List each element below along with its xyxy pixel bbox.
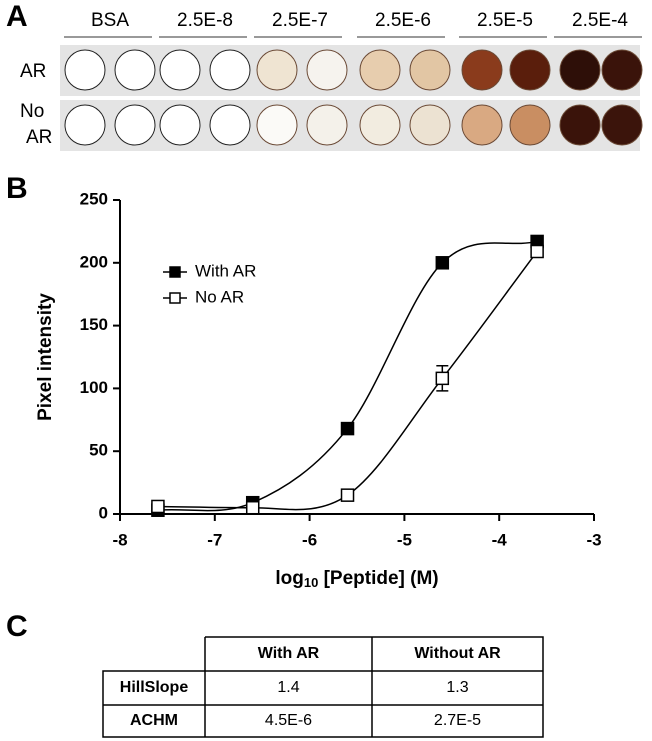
column-label: BSA (91, 10, 129, 31)
well (209, 49, 251, 91)
well (64, 104, 106, 146)
table-header: Without AR (414, 645, 501, 662)
x-axis-label-part: log (275, 568, 304, 589)
y-tick-label: 50 (89, 441, 108, 460)
well (256, 49, 298, 91)
well (461, 49, 503, 91)
x-tick-label: -5 (397, 530, 412, 549)
x-tick-label: -7 (207, 530, 222, 549)
well (209, 104, 251, 146)
well (306, 49, 348, 91)
well (601, 104, 643, 146)
well (359, 104, 401, 146)
panel-letter: B (6, 172, 28, 205)
x-tick-label: -8 (112, 530, 127, 549)
well (509, 49, 551, 91)
fit-curve (157, 251, 538, 511)
legend-label: With AR (195, 261, 256, 280)
legend-label: No AR (195, 287, 244, 306)
well (306, 104, 348, 146)
well (409, 49, 451, 91)
table-border (102, 636, 544, 738)
column-label: 2.5E-6 (375, 10, 431, 31)
marker (340, 421, 355, 436)
table-header: With AR (258, 645, 320, 662)
well (159, 49, 201, 91)
table-cell: 4.5E-6 (265, 712, 312, 729)
row-label: AR (20, 61, 46, 82)
y-tick-label: 250 (80, 189, 108, 208)
column-label: 2.5E-8 (177, 10, 233, 31)
column-label: 2.5E-7 (272, 10, 328, 31)
x-tick-label: -3 (586, 530, 601, 549)
marker (435, 256, 450, 270)
well (64, 49, 106, 91)
well (601, 49, 643, 91)
marker (435, 371, 450, 386)
y-axis-label: Pixel intensity (35, 293, 56, 421)
y-tick-label: 200 (80, 252, 108, 271)
y-tick-label: 150 (80, 315, 108, 334)
x-axis-label: log10 [Peptide] (M) (275, 568, 438, 590)
well (461, 104, 503, 146)
column-label: 2.5E-5 (477, 10, 533, 31)
x-tick-label: -6 (302, 530, 317, 549)
column-label: 2.5E-4 (572, 10, 628, 31)
well (509, 104, 551, 146)
table-cell: 2.7E-5 (434, 712, 481, 729)
well (559, 104, 601, 146)
x-axis-label-part: 10 (304, 575, 318, 590)
well (256, 104, 298, 146)
marker (245, 500, 260, 515)
y-tick-label: 0 (99, 503, 108, 522)
panel-letter: C (6, 610, 28, 643)
table-row-label: HillSlope (120, 679, 189, 696)
well (359, 49, 401, 91)
y-tick-label: 100 (80, 378, 108, 397)
well (114, 104, 156, 146)
well (559, 49, 601, 91)
marker (151, 499, 165, 514)
fit-curve (157, 240, 538, 512)
marker (530, 244, 544, 259)
table-row-label: ACHM (130, 712, 178, 729)
well (159, 104, 201, 146)
x-axis-label-part: [Peptide] (M) (318, 568, 438, 589)
legend-marker (169, 266, 181, 278)
legend-marker (169, 292, 181, 304)
table-cell: 1.4 (277, 679, 299, 696)
x-tick-label: -4 (492, 530, 508, 549)
panel-letter: A (6, 0, 28, 33)
marker (340, 488, 355, 502)
row-label: No AR (20, 101, 52, 148)
well (409, 104, 451, 146)
well (114, 49, 156, 91)
table-cell: 1.3 (446, 679, 468, 696)
